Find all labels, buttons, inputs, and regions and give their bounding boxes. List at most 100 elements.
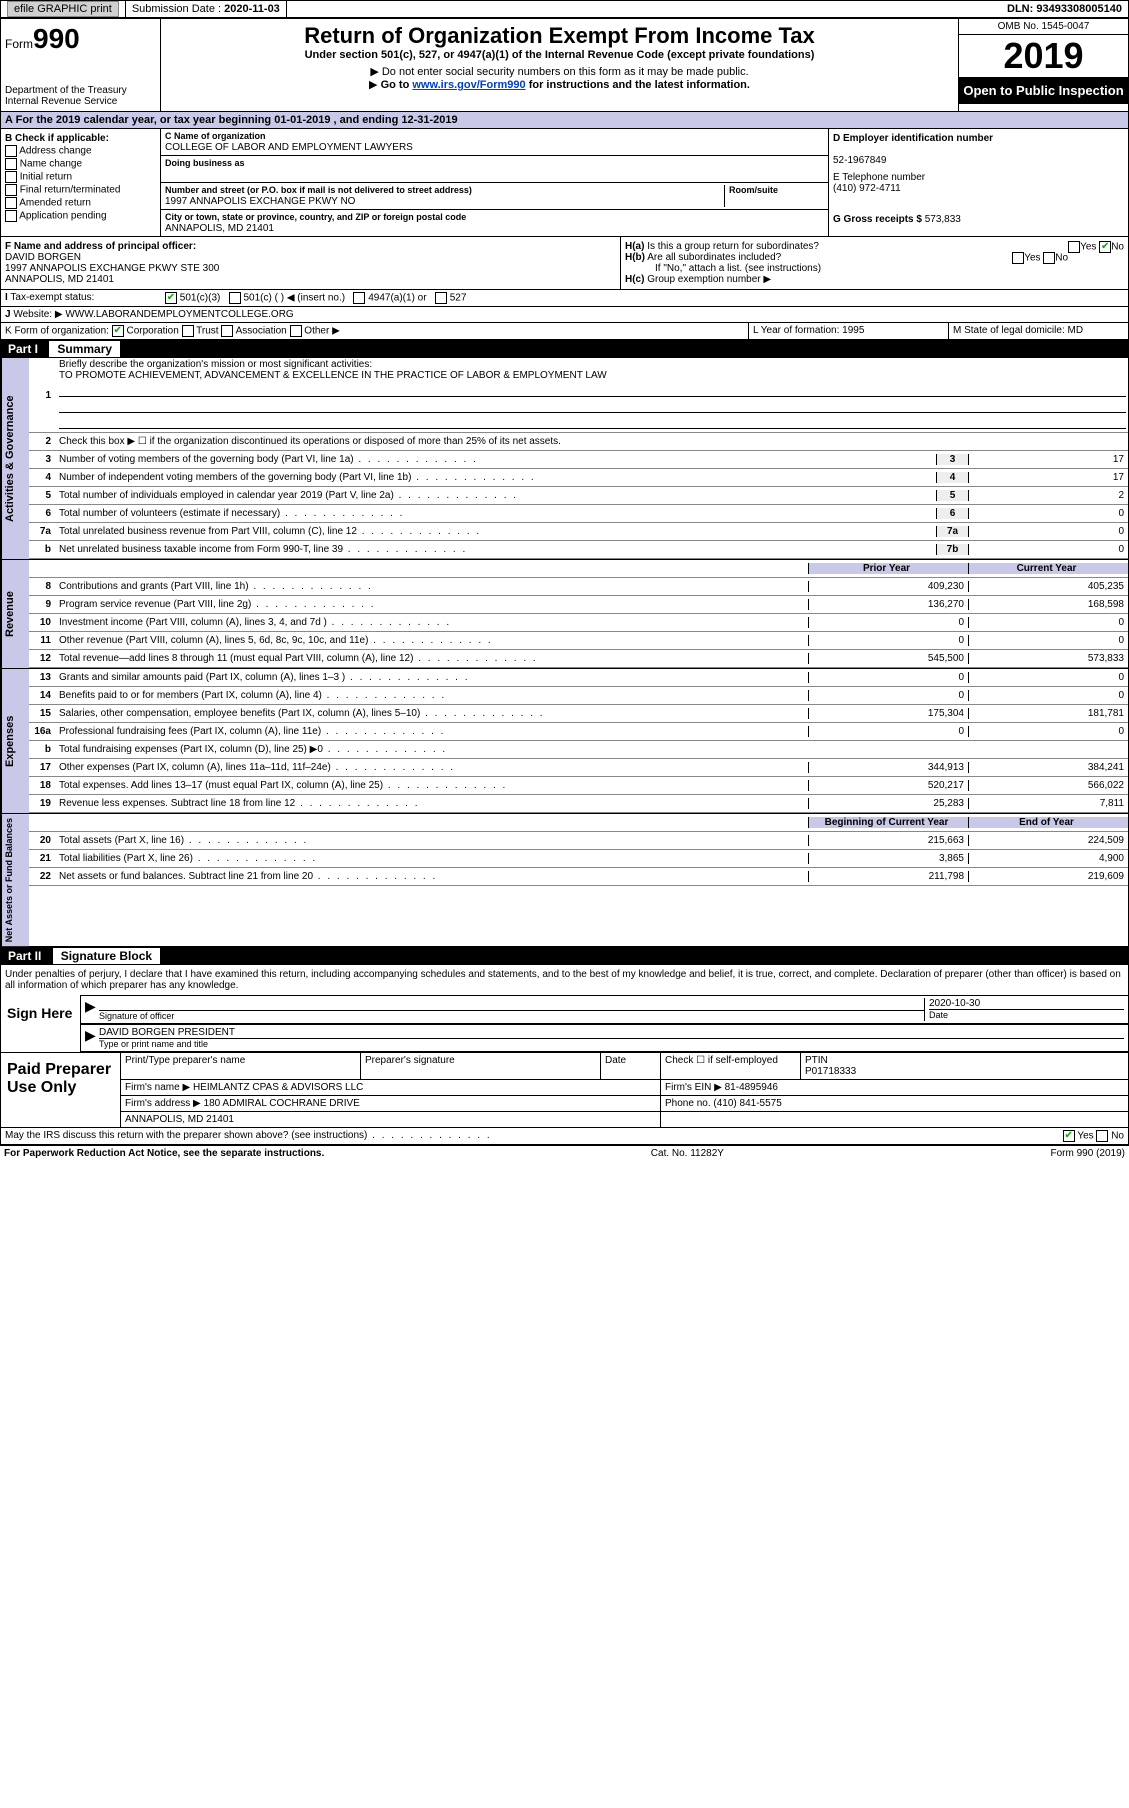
cbx-address-change[interactable]	[5, 145, 17, 157]
line-15-current: 181,781	[968, 708, 1128, 719]
hdr-current: Current Year	[968, 563, 1128, 574]
line-14-text: Benefits paid to or for members (Part IX…	[57, 689, 808, 702]
summary-expenses: Expenses 13Grants and similar amounts pa…	[0, 669, 1129, 814]
cbx-4947[interactable]	[353, 292, 365, 304]
cbx-name-change[interactable]	[5, 158, 17, 170]
summary-governance: Activities & Governance 1Briefly describ…	[0, 358, 1129, 560]
vlabel-netassets: Net Assets or Fund Balances	[1, 814, 29, 946]
footer-cat: Cat. No. 11282Y	[324, 1148, 1050, 1159]
hb-note: If "No," attach a list. (see instruction…	[625, 263, 1124, 274]
prep-sig-hdr: Preparer's signature	[361, 1053, 601, 1079]
line-19-prior: 25,283	[808, 798, 968, 809]
col-b: B Check if applicable: Address change Na…	[1, 129, 161, 236]
cbx-final-return[interactable]	[5, 184, 17, 196]
line-11-text: Other revenue (Part VIII, column (A), li…	[57, 634, 808, 647]
ha-yes[interactable]	[1068, 241, 1080, 253]
part-i-bar: Part I Summary	[0, 340, 1129, 358]
hb-no[interactable]	[1043, 252, 1055, 264]
open-public: Open to Public Inspection	[959, 77, 1128, 104]
summary-netassets: Net Assets or Fund Balances Beginning of…	[0, 814, 1129, 947]
cbx-501c3[interactable]	[165, 292, 177, 304]
cbx-assoc[interactable]	[221, 325, 233, 337]
cbx-amended[interactable]	[5, 197, 17, 209]
footer: For Paperwork Reduction Act Notice, see …	[0, 1145, 1129, 1161]
summary-revenue: Revenue Prior YearCurrent Year 8Contribu…	[0, 560, 1129, 669]
line-17-current: 384,241	[968, 762, 1128, 773]
col-c: C Name of organizationCOLLEGE OF LABOR A…	[161, 129, 828, 236]
discuss-yes[interactable]	[1063, 1130, 1075, 1142]
vlabel-expenses: Expenses	[1, 669, 29, 813]
firm-ein-label: Firm's EIN ▶	[665, 1082, 722, 1093]
city-value: ANNAPOLIS, MD 21401	[165, 223, 274, 234]
omb-number: OMB No. 1545-0047	[959, 19, 1128, 35]
line-18-current: 566,022	[968, 780, 1128, 791]
year-formation-label: L Year of formation:	[753, 325, 839, 336]
line-3-val: 17	[968, 454, 1128, 465]
line-18-text: Total expenses. Add lines 13–17 (must eq…	[57, 779, 808, 792]
line-6-val: 0	[968, 508, 1128, 519]
line-5-text: Total number of individuals employed in …	[57, 489, 936, 502]
line-18-prior: 520,217	[808, 780, 968, 791]
line-15-prior: 175,304	[808, 708, 968, 719]
typed-name: DAVID BORGEN PRESIDENT	[99, 1027, 235, 1038]
cbx-527[interactable]	[435, 292, 447, 304]
cbx-other[interactable]	[290, 325, 302, 337]
website-value: WWW.LABORANDEMPLOYMENTCOLLEGE.ORG	[65, 309, 293, 320]
submission-date: 2020-11-03	[224, 3, 280, 15]
discuss-no[interactable]	[1096, 1130, 1108, 1142]
firm-addr2: ANNAPOLIS, MD 21401	[121, 1112, 661, 1127]
street-label: Number and street (or P.O. box if mail i…	[165, 185, 472, 195]
firm-phone-label: Phone no.	[665, 1098, 711, 1109]
note-ssn: Do not enter social security numbers on …	[382, 66, 749, 78]
dln-label: DLN:	[1007, 3, 1033, 15]
line-b-box: 7b	[936, 544, 968, 555]
tax-exempt-label: Tax-exempt status:	[10, 292, 94, 303]
hdr-begin: Beginning of Current Year	[808, 817, 968, 828]
line-20-prior: 215,663	[808, 835, 968, 846]
phone-label: E Telephone number	[833, 172, 925, 183]
hb-yes[interactable]	[1012, 252, 1024, 264]
note-goto-post: for instructions and the latest informat…	[526, 79, 750, 91]
ein-value: 52-1967849	[833, 155, 886, 166]
firm-name-label: Firm's name ▶	[125, 1082, 190, 1093]
year-formation: 1995	[842, 325, 864, 336]
cbx-corp[interactable]	[112, 325, 124, 337]
vlabel-governance: Activities & Governance	[1, 358, 29, 559]
line-b-text: Total fundraising expenses (Part IX, col…	[57, 743, 808, 756]
line-17-prior: 344,913	[808, 762, 968, 773]
cbx-pending[interactable]	[5, 210, 17, 222]
line-b-val: 0	[968, 544, 1128, 555]
note-goto-pre: Go to	[381, 79, 413, 91]
col-h: H(a) Is this a group return for subordin…	[621, 237, 1128, 289]
prep-ptin: PTIN P01718333	[801, 1053, 1128, 1079]
line-6-box: 6	[936, 508, 968, 519]
submission-label: Submission Date :	[132, 3, 221, 15]
dept-label: Department of the Treasury Internal Reve…	[5, 85, 156, 107]
ha-no[interactable]	[1099, 241, 1111, 253]
part-i-title: Summary	[49, 341, 120, 357]
col-f: F Name and address of principal officer:…	[1, 237, 621, 289]
line-19-current: 7,811	[968, 798, 1128, 809]
cbx-initial-return[interactable]	[5, 171, 17, 183]
col-d: D Employer identification number 52-19678…	[828, 129, 1128, 236]
sig-date: 2020-10-30	[929, 998, 980, 1009]
city-label: City or town, state or province, country…	[165, 212, 466, 222]
line-5-val: 2	[968, 490, 1128, 501]
line-16a-text: Professional fundraising fees (Part IX, …	[57, 725, 808, 738]
cbx-501c[interactable]	[229, 292, 241, 304]
ein-label: D Employer identification number	[833, 133, 993, 144]
efile-button[interactable]: efile GRAPHIC print	[7, 1, 119, 17]
cbx-trust[interactable]	[182, 325, 194, 337]
line-8-text: Contributions and grants (Part VIII, lin…	[57, 580, 808, 593]
section-i: I Tax-exempt status: 501(c)(3) 501(c) ( …	[0, 290, 1129, 307]
prep-name-hdr: Print/Type preparer's name	[121, 1053, 361, 1079]
preparer-label: Paid Preparer Use Only	[1, 1053, 121, 1127]
form990-link[interactable]: www.irs.gov/Form990	[412, 79, 525, 91]
period-text: For the 2019 calendar year, or tax year …	[16, 114, 458, 126]
form-number: 990	[33, 23, 80, 54]
hb-text: Are all subordinates included?	[647, 252, 781, 263]
line-22-current: 219,609	[968, 871, 1128, 882]
firm-addr: 180 ADMIRAL COCHRANE DRIVE	[204, 1098, 360, 1109]
line-20-text: Total assets (Part X, line 16)	[57, 834, 808, 847]
line-7a-val: 0	[968, 526, 1128, 537]
